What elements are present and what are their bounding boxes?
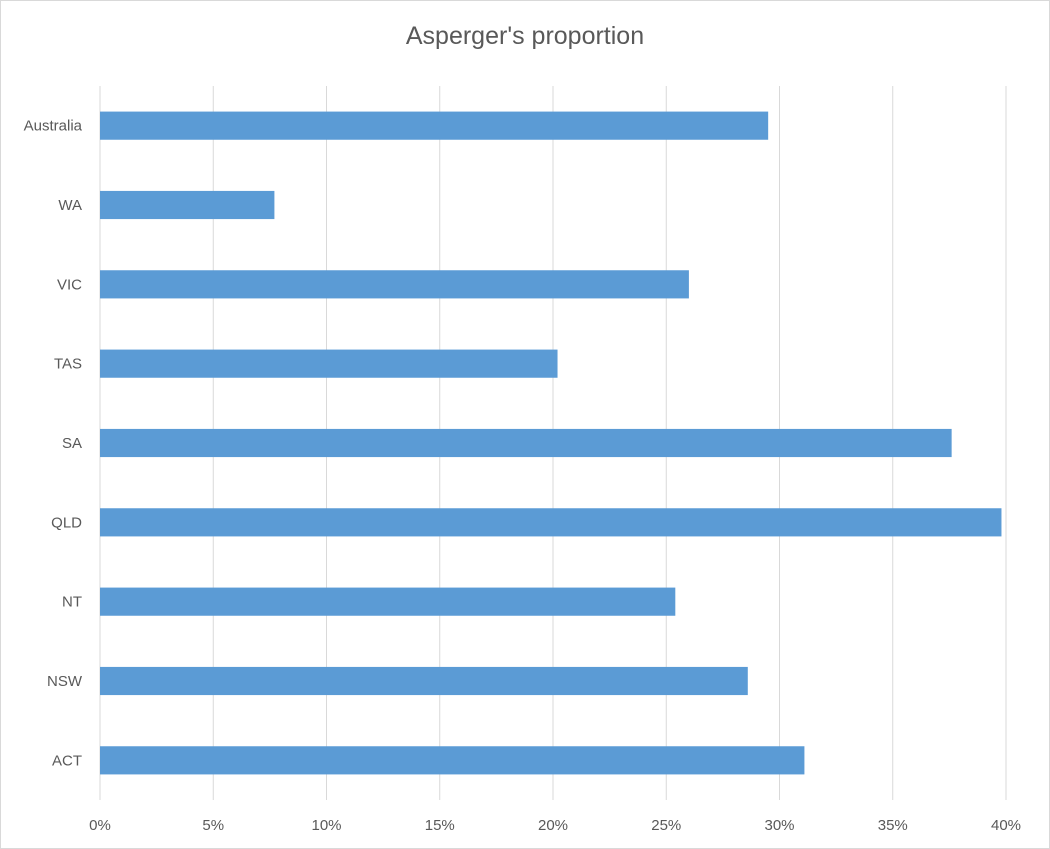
bar-sa: [100, 428, 952, 458]
bar-vic: [100, 270, 689, 299]
category-label: TAS: [54, 356, 82, 373]
bar-wa: [100, 190, 275, 220]
category-label: ACT: [52, 752, 82, 769]
bar-nt: [100, 587, 676, 616]
chart-title: Asperger's proportion: [405, 22, 645, 50]
bar-act: [100, 746, 805, 775]
bars: [100, 111, 1002, 775]
bar-qld: [100, 508, 1002, 537]
category-label: WA: [58, 197, 82, 214]
x-tick-label: 0%: [89, 817, 111, 834]
bar-tas: [100, 349, 558, 378]
x-tick-label: 25%: [651, 817, 681, 834]
x-tick-label: 10%: [311, 817, 341, 834]
category-label: NSW: [47, 673, 83, 690]
category-label: VIC: [57, 276, 82, 293]
x-tick-label: 40%: [991, 817, 1021, 834]
bar-australia: [100, 111, 769, 140]
category-label: Australia: [24, 118, 83, 135]
category-labels: Australia WA VIC TAS SA QLD NT NSW ACT: [24, 118, 83, 770]
category-label: QLD: [51, 514, 82, 531]
x-tick-label: 15%: [425, 817, 455, 834]
bar-nsw: [100, 666, 748, 696]
category-label: NT: [62, 594, 82, 611]
x-tick-label: 5%: [202, 817, 224, 834]
x-tick-label: 20%: [538, 817, 568, 834]
x-tick-label: 30%: [764, 817, 794, 834]
x-tick-labels: 0% 5% 10% 15% 20% 25% 30% 35% 40%: [89, 817, 1021, 834]
x-tick-label: 35%: [878, 817, 908, 834]
category-label: SA: [62, 435, 82, 452]
